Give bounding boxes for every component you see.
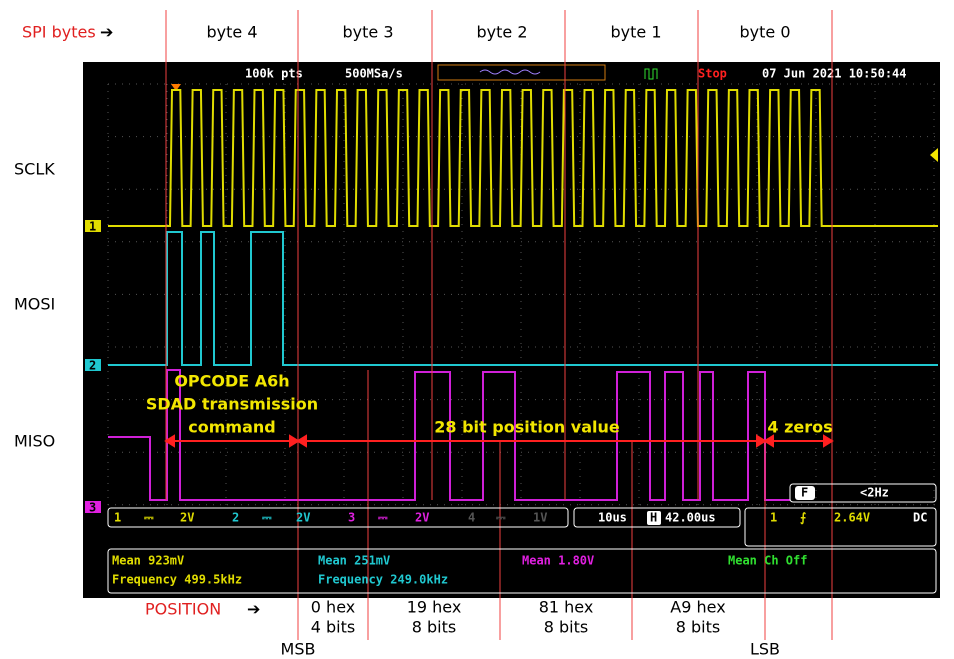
measurement: Mean 1.80V xyxy=(522,554,594,568)
ch-num: 1 xyxy=(114,511,121,525)
ch-num: 4 xyxy=(468,511,475,525)
position-bits: 8 bits xyxy=(544,618,588,637)
ch-coupling: ⎓ xyxy=(378,511,388,525)
ch-num: 3 xyxy=(348,511,355,525)
ch-marker-label: 3 xyxy=(89,501,96,515)
measurement: Mean Ch Off xyxy=(728,554,807,568)
position-bits: 8 bits xyxy=(676,618,720,637)
position-hex: 81 hex xyxy=(539,598,594,617)
ch-scale: 1V xyxy=(533,511,547,525)
measurement: Frequency 249.0kHz xyxy=(318,573,448,587)
datetime: 07 Jun 2021 10:50:44 xyxy=(762,67,907,81)
byte-label: byte 4 xyxy=(206,23,257,42)
ch-coupling: ⎓ xyxy=(144,511,154,525)
ch-scale: 2V xyxy=(415,511,429,525)
trigger-coupling: DC xyxy=(913,511,927,525)
opcode-text: SDAD transmission xyxy=(146,395,318,414)
delay: 42.00us xyxy=(665,511,716,525)
trigger-source: 1 xyxy=(770,511,777,525)
filter-icon-label: F xyxy=(801,486,808,500)
ch-coupling: ⎓ xyxy=(262,511,272,525)
opcode-text: OPCODE A6h xyxy=(174,372,289,391)
lsb-label: LSB xyxy=(750,640,780,659)
page: SPI bytes ➔ byte 4 byte 3 byte 2 byte 1 … xyxy=(0,0,954,659)
run-state: Stop xyxy=(698,67,727,81)
trigger-level-text: 2.64V xyxy=(834,511,870,525)
position-bits: 4 bits xyxy=(311,618,355,637)
measurement: Frequency 499.5kHz xyxy=(112,573,242,587)
measurement: Mean 251mV xyxy=(318,554,390,568)
position-hex: A9 hex xyxy=(670,598,725,617)
ch-scale: 2V xyxy=(296,511,310,525)
arrow: ➔ xyxy=(100,23,113,42)
arrow: ➔ xyxy=(247,600,260,619)
filter-freq: <2Hz xyxy=(860,486,889,500)
timebase: 10us xyxy=(598,511,627,525)
byte-label: byte 3 xyxy=(342,23,393,42)
signal-label: SCLK xyxy=(14,160,55,179)
position-value-text: 28 bit position value xyxy=(434,418,620,437)
sample-rate: 500MSa/s xyxy=(345,67,403,81)
points: 100k pts xyxy=(245,67,303,81)
byte-label: byte 1 xyxy=(610,23,661,42)
ch-marker-label: 2 xyxy=(89,359,96,373)
msb-label: MSB xyxy=(281,640,316,659)
ch-num: 2 xyxy=(232,511,239,525)
byte-label: byte 2 xyxy=(476,23,527,42)
position-hex: 0 hex xyxy=(311,598,355,617)
ch-scale: 2V xyxy=(180,511,194,525)
position-hex: 19 hex xyxy=(407,598,462,617)
trigger-edge: ⨍ xyxy=(800,511,806,525)
h-icon-label: H xyxy=(650,511,657,525)
ch-coupling: ⎓ xyxy=(496,511,506,525)
spi-label: SPI bytes xyxy=(22,23,96,42)
signal-label: MISO xyxy=(14,432,55,451)
position-label: POSITION xyxy=(145,600,221,619)
ch-marker-label: 1 xyxy=(89,220,96,234)
signal-label: MOSI xyxy=(14,295,55,314)
zeros-text: 4 zeros xyxy=(767,418,832,437)
measurement: Mean 923mV xyxy=(112,554,184,568)
position-bits: 8 bits xyxy=(412,618,456,637)
opcode-text: command xyxy=(188,418,275,437)
byte-label: byte 0 xyxy=(739,23,790,42)
